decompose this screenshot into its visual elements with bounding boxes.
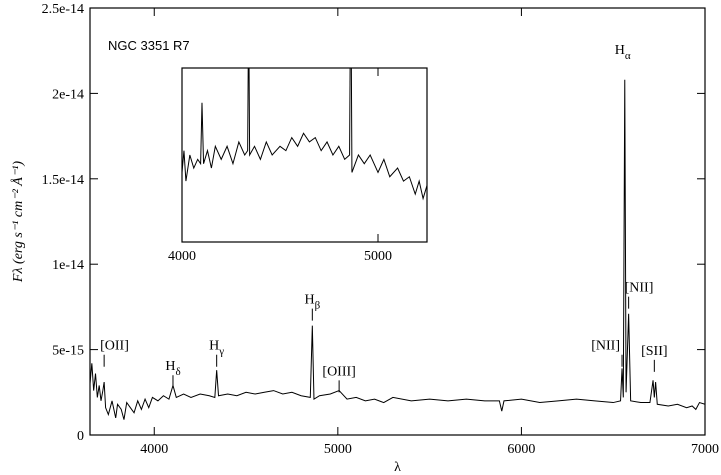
y-tick-label: 2.5e-14 bbox=[42, 2, 84, 17]
line-label-text: [NII] bbox=[625, 281, 654, 296]
line-label-text: H bbox=[165, 359, 175, 374]
x-axis-label: λ bbox=[394, 460, 401, 475]
plot-frame bbox=[89, 7, 706, 436]
y-axis-label: Fλ (erg s⁻¹ cm⁻² Å⁻¹) bbox=[10, 161, 26, 284]
line-label: Hα bbox=[615, 43, 631, 62]
spectrum-line bbox=[182, 68, 427, 201]
line-label: Hγ bbox=[209, 339, 224, 358]
line-label-text: H bbox=[615, 43, 625, 58]
line-label-sub: δ bbox=[175, 366, 180, 378]
line-label-sub: α bbox=[625, 50, 631, 62]
x-tick-label: 7000 bbox=[691, 442, 719, 457]
x-tick-label: 6000 bbox=[507, 442, 535, 457]
y-tick-label: 0 bbox=[77, 429, 84, 444]
x-tick-label: 4000 bbox=[140, 442, 168, 457]
y-tick-label: 1.5e-14 bbox=[42, 173, 84, 188]
y-tick-label: 1e-14 bbox=[52, 258, 84, 273]
line-label: Hβ bbox=[304, 293, 320, 312]
line-label-text: [SII] bbox=[641, 344, 667, 359]
line-label: [NII] bbox=[625, 281, 654, 296]
line-label-text: [NII] bbox=[591, 339, 620, 354]
line-label: [OIII] bbox=[322, 364, 355, 379]
x-tick-label: 5000 bbox=[364, 249, 392, 264]
line-label: [OII] bbox=[100, 339, 129, 354]
line-label-text: [OIII] bbox=[322, 364, 355, 379]
y-tick-label: 5e-15 bbox=[52, 344, 84, 359]
line-label-text: H bbox=[304, 293, 314, 308]
line-label-sub: β bbox=[315, 300, 321, 312]
line-label: [NII] bbox=[591, 339, 620, 354]
line-label: Hδ bbox=[165, 359, 180, 378]
line-label-text: H bbox=[209, 339, 219, 354]
y-tick-label: 2e-14 bbox=[52, 87, 84, 102]
x-tick-label: 5000 bbox=[324, 442, 352, 457]
line-label-text: [OII] bbox=[100, 339, 129, 354]
spectrum-line bbox=[89, 79, 706, 420]
chart-title: NGC 3351 R7 bbox=[108, 38, 190, 53]
line-label: [SII] bbox=[641, 344, 667, 359]
x-tick-label: 4000 bbox=[168, 249, 196, 264]
line-label-sub: γ bbox=[218, 346, 224, 358]
